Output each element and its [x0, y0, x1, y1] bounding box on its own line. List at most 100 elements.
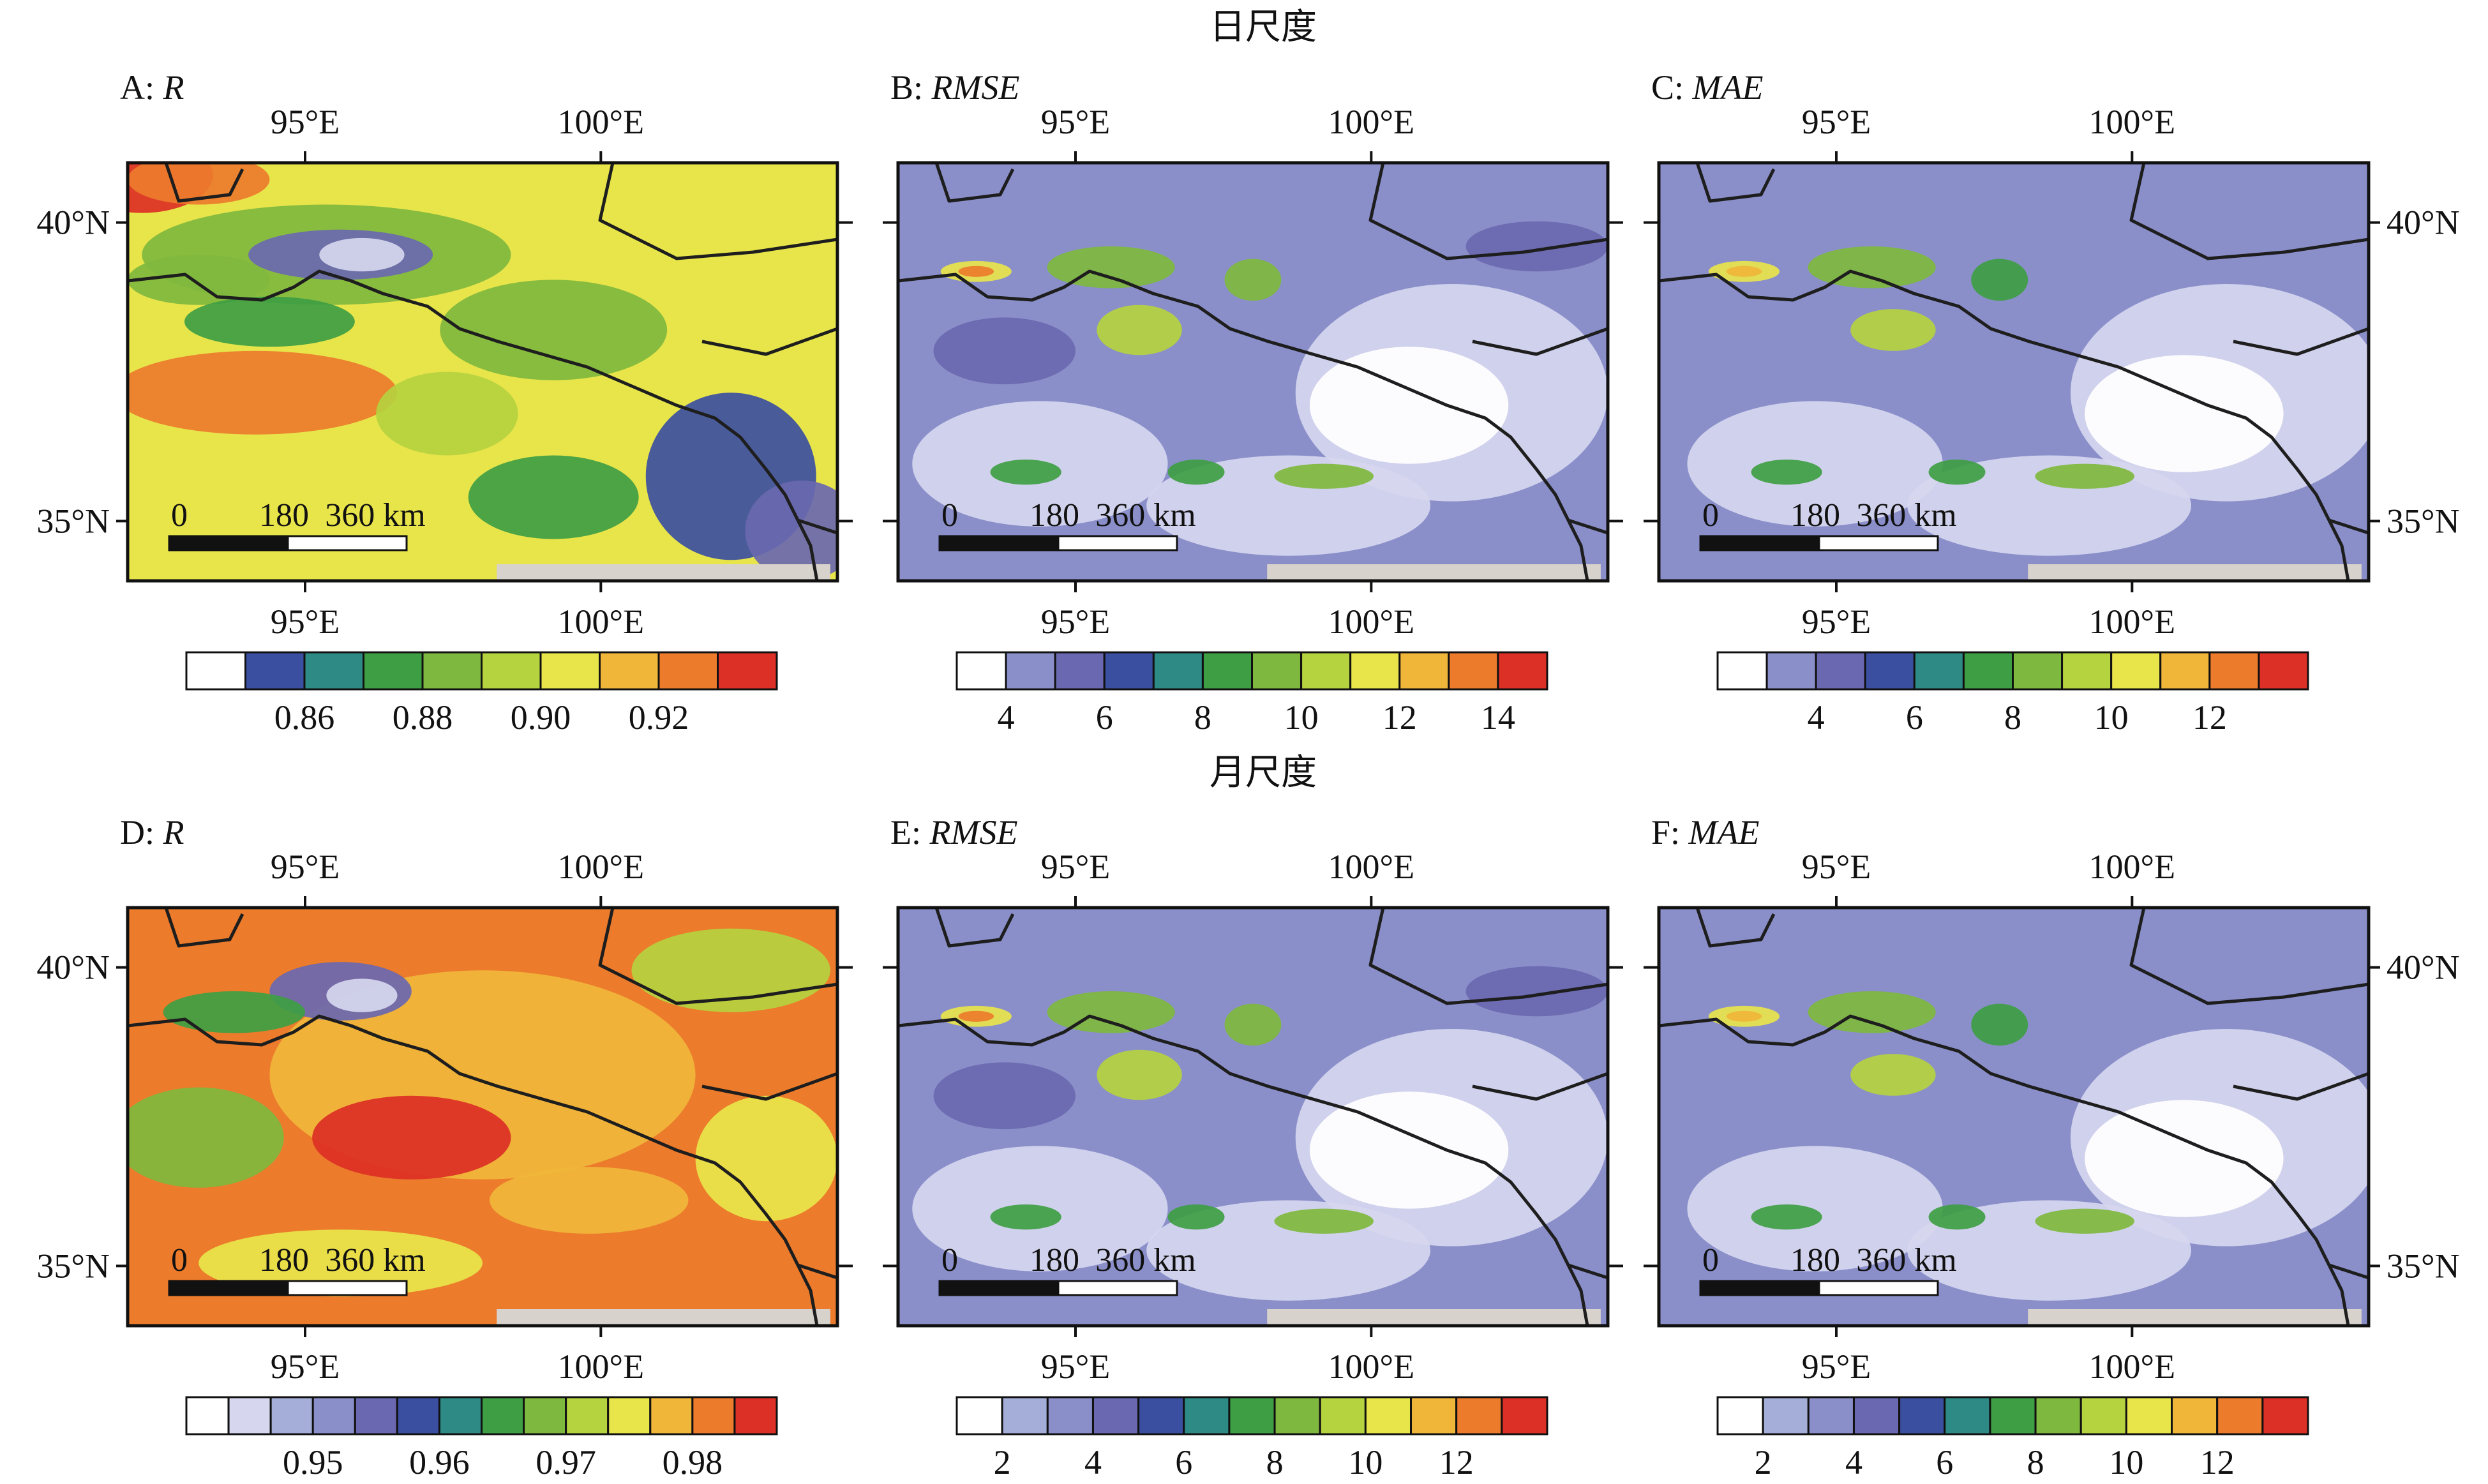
colorbar-bin [1398, 651, 1450, 691]
lon-label-bottom: 95°E [271, 603, 340, 641]
panel-metric: RMSE [931, 68, 1020, 107]
colorbar-bin [955, 1396, 1003, 1435]
heatmap-region [1971, 1003, 2028, 1046]
colorbar-bin [2258, 651, 2309, 691]
scale-bar-white [287, 535, 408, 551]
lat-label-right: 40°N [2387, 204, 2460, 242]
lon-label-top: 95°E [1802, 848, 1871, 886]
colorbar-bin [1815, 651, 1866, 691]
colorbar-bin [2034, 1396, 2082, 1435]
colorbar-tick-label: 6 [1906, 698, 1923, 737]
colorbar-bin [244, 651, 306, 691]
colorbar-bin [2012, 651, 2064, 691]
province-border [1659, 908, 2369, 1326]
panel-metric: R [163, 68, 184, 107]
heatmap-region [958, 1010, 994, 1022]
colorbar-tick-label: 0.97 [536, 1443, 596, 1481]
colorbar-bin [2080, 1396, 2127, 1435]
colorbar-bin [363, 651, 424, 691]
colorbar-bin [955, 651, 1007, 691]
colorbar-tick-label: 0.90 [511, 698, 571, 737]
heatmap-region [1687, 401, 1943, 527]
panel-label-a: A: R [120, 68, 184, 107]
nodata-strip [497, 564, 830, 581]
colorbar-bin [733, 1396, 778, 1435]
lon-label-top: 100°E [2089, 103, 2176, 141]
heatmap-region [1751, 1204, 1822, 1230]
lon-label-bottom: 100°E [2089, 603, 2176, 641]
lon-label-top: 100°E [2089, 848, 2176, 886]
panel-f: F: MAE 95°E 95°E 100°E 100°E 40°N 35°N 0 180 360 … [1644, 813, 2460, 1481]
scale-bar-label: 180 [259, 497, 309, 534]
colorbar-bin [1228, 1396, 1276, 1435]
panel-label-f: F: MAE [1651, 813, 1760, 851]
colorbar-tick-label: 12 [1439, 1443, 1474, 1481]
panel-letter: D: [120, 813, 163, 851]
province-border [128, 163, 837, 581]
scale-bar-black [1699, 1280, 1820, 1296]
heatmap-region [1309, 1091, 1509, 1209]
heatmap-region [326, 978, 398, 1012]
colorbar-bin [1944, 1396, 1991, 1435]
colorbar-tick-label: 10 [2109, 1443, 2143, 1481]
heatmap-region [1047, 246, 1175, 289]
colorbar-bin [1989, 1396, 2037, 1435]
colorbar-bin [1762, 1396, 1810, 1435]
heatmap-region [745, 480, 837, 581]
heatmap-region [1309, 347, 1509, 464]
scale-bar-label: 360 km [325, 497, 425, 534]
nodata-strip [1267, 1309, 1601, 1326]
colorbar-bin [1716, 651, 1768, 691]
lat-label-right: 35°N [2387, 1247, 2460, 1285]
heatmap-region [199, 1229, 483, 1297]
heatmap-region [440, 280, 668, 380]
heatmap-region [2085, 1100, 2284, 1217]
scale-bar-label: 360 km [1095, 497, 1195, 534]
heatmap-region [1047, 991, 1175, 1033]
heatmap-region [1808, 991, 1936, 1033]
province-border [898, 163, 1608, 581]
heatmap-region [1726, 266, 1762, 277]
heatmap-field [1659, 908, 2369, 1326]
heatmap-region [468, 455, 639, 539]
colorbar-bin [2216, 1396, 2264, 1435]
heatmap-region [1224, 259, 1282, 301]
scale-bar-label: 180 [259, 1242, 309, 1278]
heatmap-region [1224, 1003, 1282, 1046]
heatmap-field [1659, 163, 2369, 581]
panel-metric: MAE [1692, 68, 1764, 107]
section-title-daily: 日尺度 [1210, 8, 1317, 47]
lon-label-bottom: 100°E [1328, 1347, 1415, 1386]
colorbar-bin [1898, 1396, 1946, 1435]
colorbar-bin [1183, 1396, 1231, 1435]
heatmap-region [128, 1087, 284, 1188]
lat-label-left: 35°N [36, 1247, 110, 1285]
lon-label-bottom: 95°E [1041, 1347, 1111, 1386]
colorbar-bin [1455, 1396, 1503, 1435]
scale-bar-white [287, 1280, 408, 1296]
colorbar-bin [1765, 651, 1817, 691]
scale-bar-label: 180 [1790, 497, 1840, 534]
colorbar-tick-label: 0.88 [393, 698, 453, 737]
heatmap-region [376, 371, 518, 456]
colorbar-bin [185, 651, 246, 691]
lon-label-top: 100°E [558, 848, 645, 886]
lon-label-bottom: 100°E [558, 603, 645, 641]
scale-bar-label: 360 km [1095, 1242, 1195, 1278]
heatmap-region [1274, 1208, 1374, 1234]
colorbar-bin [1201, 651, 1253, 691]
map-frame [1657, 161, 2371, 583]
colorbar-bin [523, 1396, 567, 1435]
scale-bar-label: 0 [1702, 1242, 1719, 1278]
heatmap-region [1465, 221, 1608, 272]
scale-bar-label: 360 km [1856, 1242, 1956, 1278]
colorbar-bin [1864, 651, 1915, 691]
lon-label-bottom: 95°E [271, 1347, 340, 1386]
heatmap-region [2035, 1208, 2135, 1234]
colorbar-tick-label: 10 [2094, 698, 2129, 737]
colorbar-bin [1046, 1396, 1094, 1435]
lon-label-bottom: 95°E [1802, 1347, 1871, 1386]
lat-label-left: 40°N [36, 204, 110, 242]
colorbar-bin [1091, 1396, 1140, 1435]
